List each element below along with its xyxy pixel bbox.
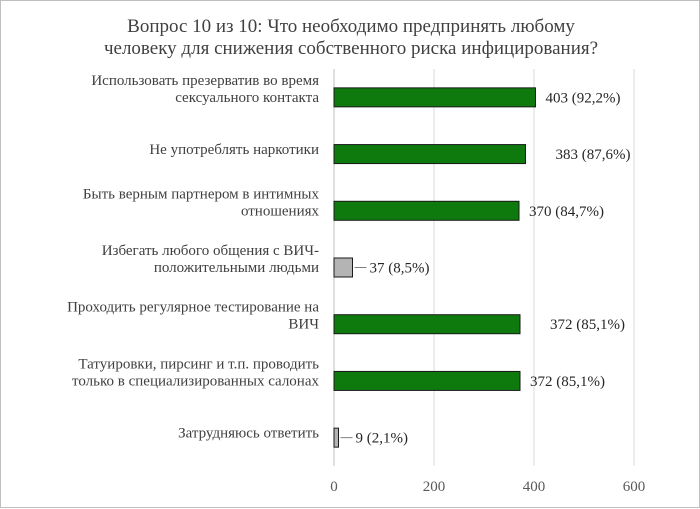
chart-title: Вопрос 10 из 10: Что необходимо предприн… xyxy=(104,16,598,59)
data-label: 372 (85,1%) xyxy=(550,317,625,333)
category-label: Проходить регулярное тестирование на xyxy=(67,300,319,316)
category-label: Затрудняюсь ответить xyxy=(178,426,319,442)
category-label: Избегать любого общения с ВИЧ- xyxy=(102,243,319,259)
bar-7 xyxy=(333,427,339,448)
category-label: ВИЧ xyxy=(288,317,319,333)
data-label: 37 (8,5%) xyxy=(370,261,430,277)
x-tick-label: 400 xyxy=(523,479,546,495)
x-tick-label: 600 xyxy=(623,479,646,495)
value-axis: 0 200 400 600 xyxy=(330,69,645,495)
bars xyxy=(333,87,536,448)
data-label: 383 (87,6%) xyxy=(556,147,631,163)
gridlines xyxy=(433,69,635,466)
category-label: Использовать презерватив во время xyxy=(91,73,319,89)
data-labels: 403 (92,2%) 383 (87,6%) 370 (84,7%) 37 (8,5… xyxy=(340,90,631,447)
bar-6 xyxy=(333,370,521,391)
bar-1 xyxy=(333,87,536,108)
category-label: отношениях xyxy=(241,203,320,219)
bar-2 xyxy=(333,144,526,165)
category-label: положительными людьми xyxy=(154,260,319,276)
category-label: Татуировки, пирсинг и т.п. проводить xyxy=(78,356,319,372)
category-label: только в специализированных салонах xyxy=(72,373,319,389)
data-label: 403 (92,2%) xyxy=(546,90,621,106)
bar-5 xyxy=(333,314,521,335)
category-label: Быть верным партнером в интимных xyxy=(83,186,320,202)
category-label: сексуального контакта xyxy=(175,90,319,106)
data-label: 370 (84,7%) xyxy=(529,204,604,220)
bar-4 xyxy=(333,257,353,278)
title-line-1: Вопрос 10 из 10: Что необходимо предприн… xyxy=(127,16,575,37)
data-label: 372 (85,1%) xyxy=(530,374,605,390)
bar-3 xyxy=(333,200,520,221)
category-label: Не употреблять наркотики xyxy=(149,142,319,158)
x-tick-label: 0 xyxy=(330,479,338,495)
category-labels: Использовать презерватив во времясексуал… xyxy=(67,73,319,442)
title-line-2: человеку для снижения собственного риска… xyxy=(104,38,598,59)
x-tick-label: 200 xyxy=(423,479,446,495)
data-label: 9 (2,1%) xyxy=(356,431,409,447)
